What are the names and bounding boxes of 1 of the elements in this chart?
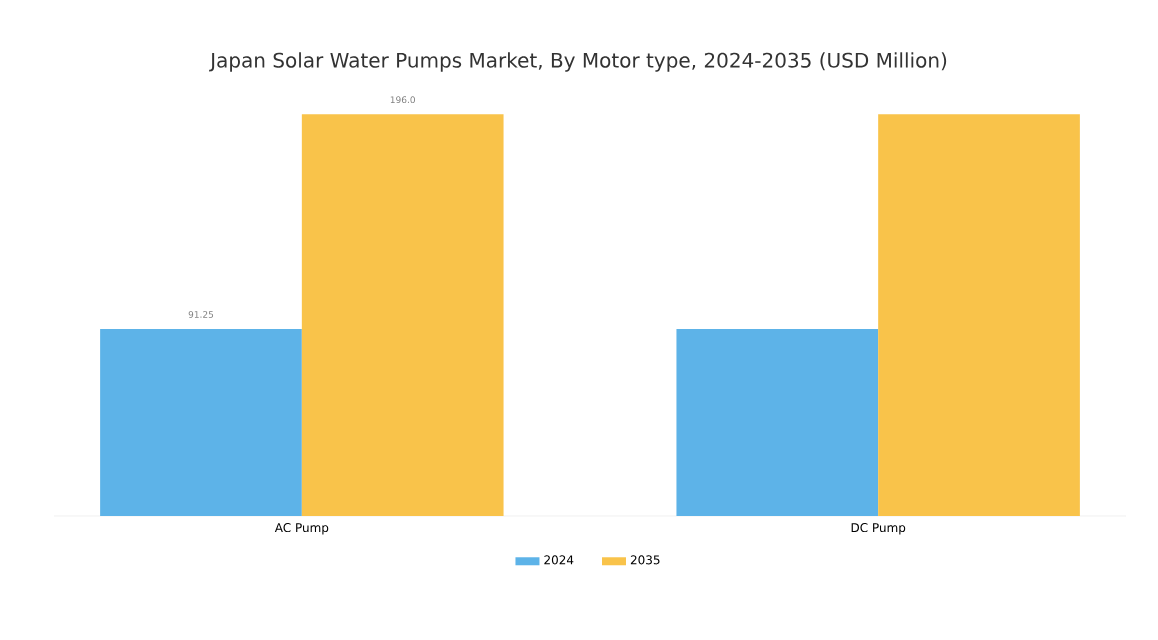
chart-title: Japan Solar Water Pumps Market, By Motor type, 2024-2035 (USD Million) bbox=[209, 52, 947, 72]
